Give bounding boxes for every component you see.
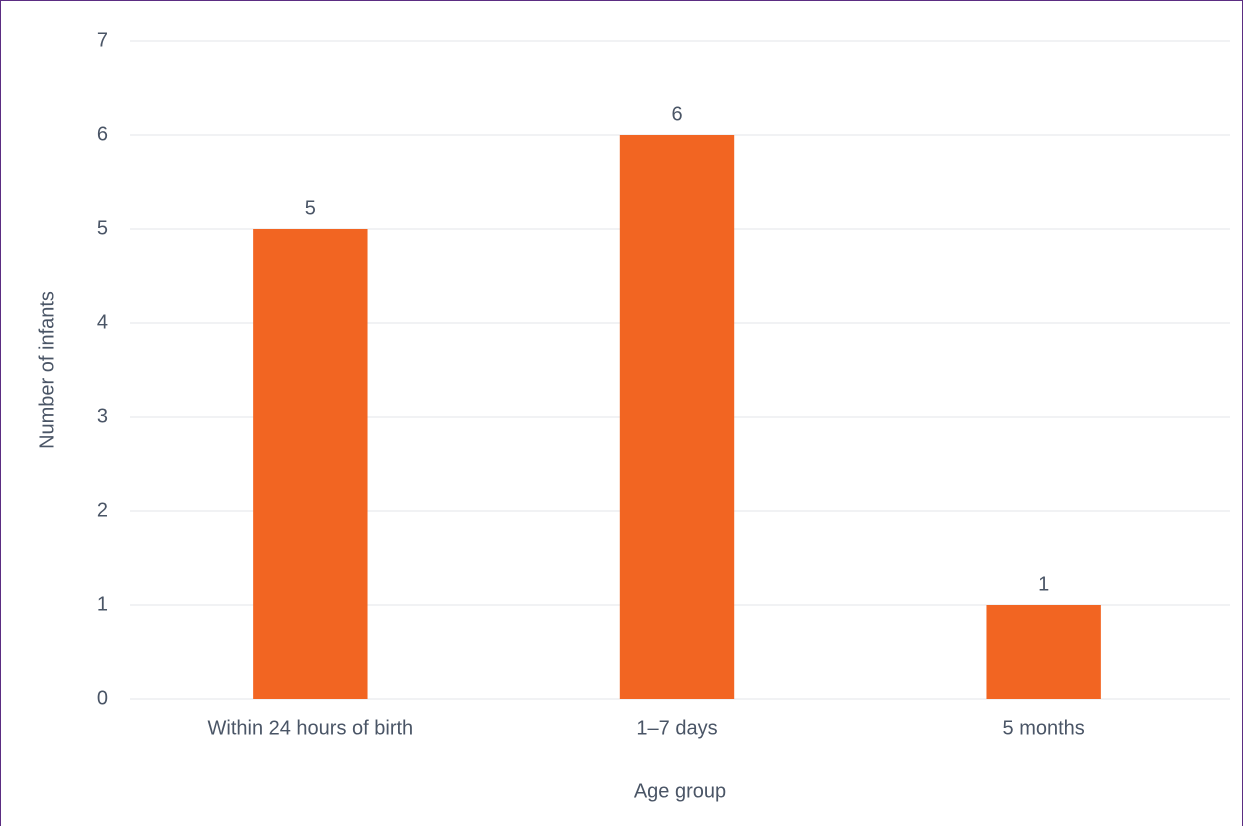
data-label: 6 <box>671 103 682 125</box>
y-tick-label: 2 <box>97 499 108 521</box>
y-tick-label: 6 <box>97 123 108 145</box>
bar <box>986 605 1101 699</box>
data-label: 5 <box>305 197 316 219</box>
y-tick-label: 5 <box>97 217 108 239</box>
y-tick-label: 3 <box>97 405 108 427</box>
y-tick-label: 1 <box>97 593 108 615</box>
bar <box>253 229 368 699</box>
x-tick-label: 1–7 days <box>636 717 717 739</box>
bar <box>619 135 735 699</box>
data-label: 1 <box>1038 573 1049 595</box>
x-axis-label: Age group <box>634 780 726 802</box>
y-axis-label: Number of infants <box>36 291 58 449</box>
y-tick-label: 7 <box>97 29 108 51</box>
y-tick-label: 4 <box>97 311 108 333</box>
x-tick-label: 5 months <box>1003 717 1085 739</box>
x-tick-label: Within 24 hours of birth <box>208 717 414 739</box>
y-tick-label: 0 <box>97 687 108 709</box>
